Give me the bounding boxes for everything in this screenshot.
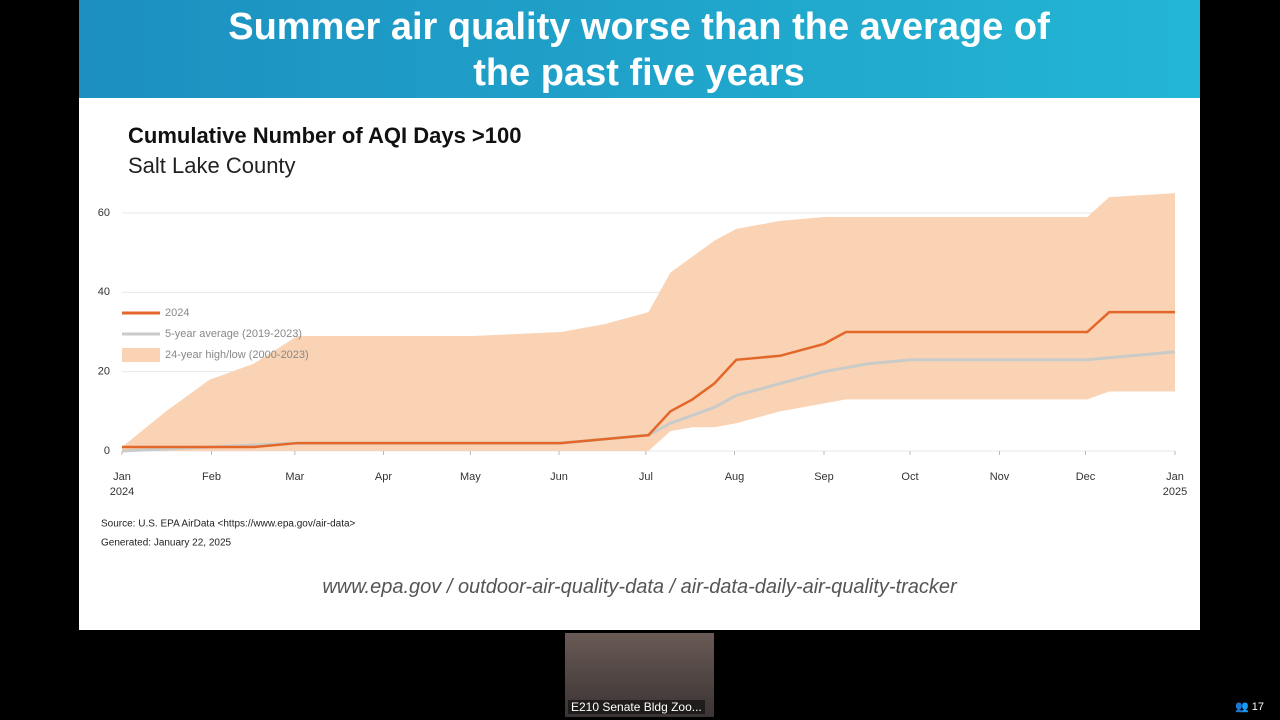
legend-label: 24-year high/low (2000-2023) (165, 349, 309, 361)
x-tick-label: Feb (202, 471, 221, 483)
participant-number: 17 (1251, 701, 1264, 713)
x-tick-label: Mar (285, 471, 304, 483)
series-line (122, 310, 1175, 449)
x-tick-label: Apr (375, 471, 392, 483)
source-note: Source: U.S. EPA AirData <https://www.ep… (101, 519, 356, 530)
x-tick-label: Dec (1076, 471, 1096, 483)
slide: Summer air quality worse than the averag… (79, 0, 1200, 630)
chart-subtitle: Salt Lake County (128, 153, 296, 178)
x-tick-label: Jan 2024 (110, 471, 134, 498)
generated-note: Generated: January 22, 2025 (101, 538, 232, 549)
chart: Cumulative Number of AQI Days >100 Salt … (98, 123, 1187, 549)
legend-label: 5-year average (2019-2023) (165, 328, 302, 340)
y-tick-label: 60 (98, 207, 110, 219)
x-tick-label: May (460, 471, 481, 483)
y-tick-label: 40 (98, 286, 110, 298)
participant-count[interactable]: 👥 17 (1234, 701, 1264, 713)
x-tick-label: Jun (550, 471, 568, 483)
chart-title: Cumulative Number of AQI Days >100 (128, 123, 521, 148)
slide-title: Summer air quality worse than the averag… (228, 6, 1050, 94)
x-tick-label: Oct (901, 471, 918, 483)
y-tick-label: 0 (104, 445, 110, 457)
x-tick-label: Jan 2025 (1163, 471, 1187, 498)
video-tile-label: E210 Senate Bldg Zoo... (568, 700, 705, 714)
range-band (122, 193, 1175, 451)
legend-label: 2024 (165, 307, 189, 319)
source-url: www.epa.gov / outdoor-air-quality-data /… (322, 576, 957, 598)
legend-swatch (122, 348, 160, 362)
slide-header: Summer air quality worse than the averag… (79, 0, 1200, 98)
x-tick-label: Nov (990, 471, 1010, 483)
x-tick-label: Aug (725, 471, 745, 483)
y-tick-label: 20 (98, 366, 110, 378)
x-tick-label: Jul (639, 471, 653, 483)
x-tick-label: Sep (814, 471, 834, 483)
